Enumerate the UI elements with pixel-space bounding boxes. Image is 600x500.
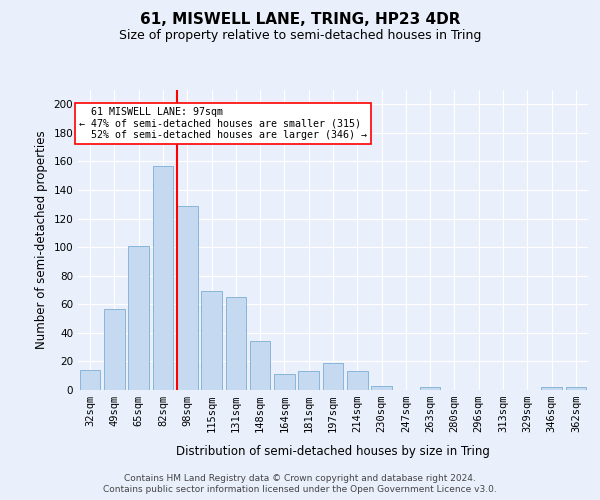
Bar: [152, 166, 173, 390]
Bar: [274, 374, 295, 390]
Bar: [420, 387, 440, 390]
Bar: [226, 297, 246, 390]
Text: 61 MISWELL LANE: 97sqm
← 47% of semi-detached houses are smaller (315)
  52% of : 61 MISWELL LANE: 97sqm ← 47% of semi-det…: [79, 107, 367, 140]
Text: 61, MISWELL LANE, TRING, HP23 4DR: 61, MISWELL LANE, TRING, HP23 4DR: [140, 12, 460, 28]
Bar: [201, 292, 222, 390]
Bar: [177, 206, 197, 390]
Text: Size of property relative to semi-detached houses in Tring: Size of property relative to semi-detach…: [119, 29, 481, 42]
Bar: [128, 246, 149, 390]
Bar: [80, 370, 100, 390]
Bar: [566, 387, 586, 390]
Bar: [371, 386, 392, 390]
Bar: [250, 342, 271, 390]
Bar: [541, 387, 562, 390]
Y-axis label: Number of semi-detached properties: Number of semi-detached properties: [35, 130, 48, 350]
Bar: [347, 372, 368, 390]
Bar: [323, 363, 343, 390]
Bar: [298, 372, 319, 390]
Text: Distribution of semi-detached houses by size in Tring: Distribution of semi-detached houses by …: [176, 444, 490, 458]
Text: Contains HM Land Registry data © Crown copyright and database right 2024.
Contai: Contains HM Land Registry data © Crown c…: [103, 474, 497, 494]
Bar: [104, 308, 125, 390]
